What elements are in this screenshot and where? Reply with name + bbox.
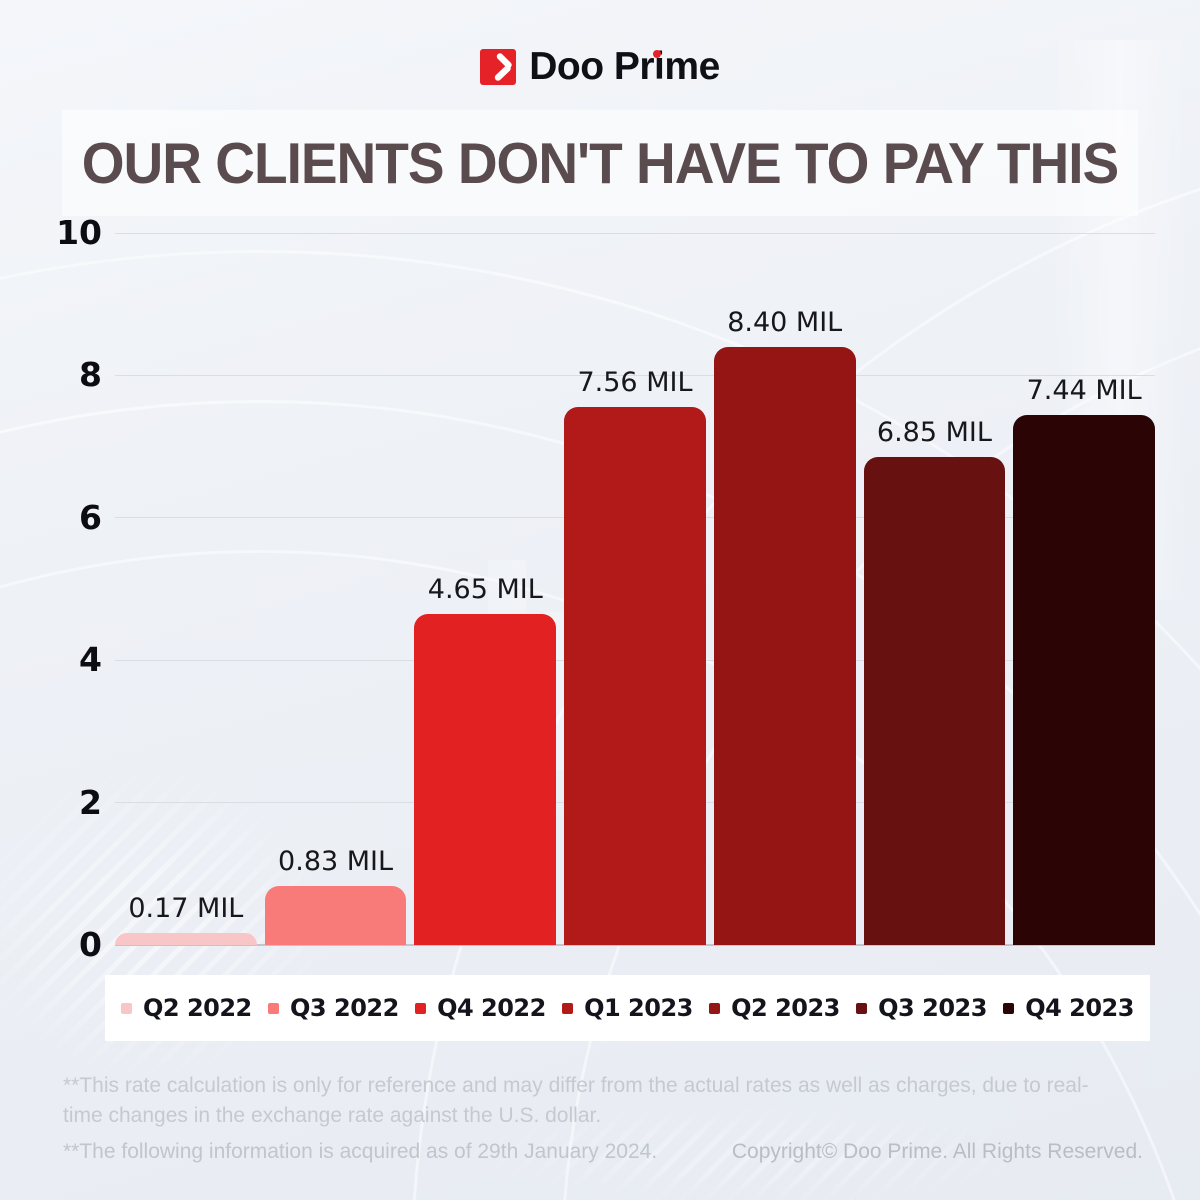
legend-label: Q2 2023: [731, 994, 840, 1022]
bar-q3-2022: [264, 885, 407, 945]
gridline: [115, 944, 1155, 946]
bar-q2-2022: [115, 932, 257, 945]
y-axis-label: 4: [79, 640, 102, 680]
bar-q2-2023: [713, 346, 856, 945]
legend-item-q1-2023: Q1 2023: [562, 994, 693, 1022]
copyright-text: Copyright© Doo Prime. All Rights Reserve…: [731, 1140, 1143, 1163]
legend-swatch: [1003, 1002, 1015, 1014]
date-footnote: **The following information is acquired …: [63, 1140, 658, 1163]
legend-label: Q3 2022: [290, 994, 399, 1022]
legend-label: Q2 2022: [143, 994, 252, 1022]
legend-item-q3-2023: Q3 2023: [856, 994, 987, 1022]
y-axis-label: 6: [79, 497, 102, 537]
legend-item-q2-2023: Q2 2023: [709, 994, 840, 1022]
logo-i-dot: [653, 50, 662, 58]
legend-label: Q3 2023: [878, 994, 987, 1022]
bar-value-label: 8.40 MIL: [727, 306, 843, 338]
y-axis-label: 0: [79, 925, 102, 964]
bar-q3-2023: [863, 457, 1006, 945]
legend-swatch: [562, 1002, 574, 1014]
title-band: OUR CLIENTS DON'T HAVE TO PAY THIS: [62, 110, 1138, 216]
page-title: OUR CLIENTS DON'T HAVE TO PAY THIS: [81, 130, 1119, 196]
legend-swatch: [709, 1002, 721, 1014]
brand-name: Doo Prime: [529, 45, 720, 88]
bar-q4-2023: [1013, 415, 1155, 945]
gridline: [115, 232, 1155, 234]
brand-logo: Doo Prime: [0, 46, 1200, 88]
bar-value-label: 7.44 MIL: [1026, 375, 1142, 407]
bar-q1-2023: [564, 406, 706, 945]
bar-value-label: 4.65 MIL: [427, 573, 543, 605]
bar-value-label: 6.85 MIL: [876, 417, 992, 449]
legend-item-q4-2023: Q4 2023: [1003, 994, 1134, 1022]
y-axis-label: 10: [56, 213, 102, 252]
doo-prime-logo-icon: [480, 49, 517, 85]
legend-label: Q1 2023: [584, 994, 693, 1022]
bar-value-label: 7.56 MIL: [577, 366, 693, 398]
y-axis-label: 8: [79, 355, 102, 395]
gridline: [115, 374, 1155, 376]
legend-swatch: [415, 1002, 427, 1014]
legend-label: Q4 2022: [437, 994, 546, 1022]
chart-legend: Q2 2022 Q3 2022 Q4 2022 Q1 2023 Q2 2023 Q3 20…: [105, 975, 1150, 1041]
legend-item-q2-2022: Q2 2022: [121, 994, 252, 1022]
bar-q4-2022: [414, 613, 557, 945]
rate-footnote: **This rate calculation is only for refe…: [63, 1074, 1089, 1127]
y-axis-label: 2: [79, 782, 102, 822]
legend-item-q3-2022: Q3 2022: [268, 994, 399, 1022]
bar-value-label: 0.83 MIL: [278, 845, 394, 877]
legend-swatch: [121, 1002, 132, 1014]
legend-label: Q4 2023: [1025, 994, 1134, 1022]
bar-value-label: 0.17 MIL: [128, 892, 244, 924]
legend-swatch: [268, 1002, 280, 1014]
legend-swatch: [856, 1002, 868, 1014]
legend-item-q4-2022: Q4 2022: [415, 994, 546, 1022]
